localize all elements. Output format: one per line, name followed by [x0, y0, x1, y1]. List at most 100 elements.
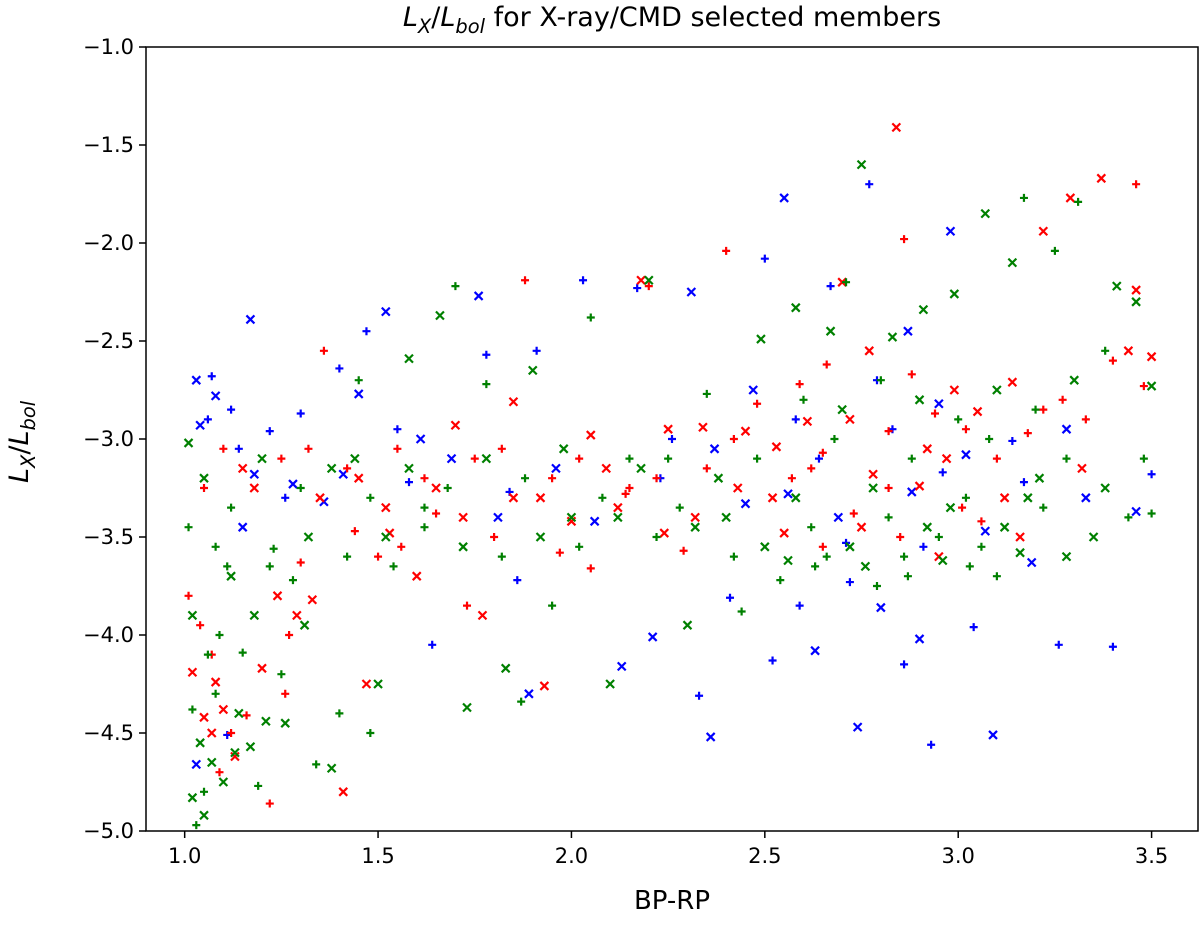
scatter-point-green [1050, 246, 1059, 255]
scatter-point-blue [852, 722, 863, 732]
scatter-point-blue [814, 454, 823, 463]
y-tick-label: −5.0 [83, 819, 134, 843]
scatter-point-red [555, 548, 564, 557]
scatter-point-blue [961, 449, 971, 460]
scatter-point-red [450, 420, 461, 431]
scatter-point-blue [405, 478, 413, 487]
scatter-point-red [539, 681, 550, 691]
scatter-point-green [937, 555, 948, 566]
scatter-point-green [934, 533, 943, 541]
scatter-point-red [884, 427, 893, 436]
title-rest: for X-ray/CMD selected members [493, 2, 942, 33]
title-lbol-sub: bol [455, 14, 486, 38]
scatter-point-green [435, 310, 445, 321]
scatter-point-red [575, 454, 584, 463]
scatter-point-red [586, 430, 596, 440]
scatter-point-green [234, 708, 244, 719]
scatter-point-red [1132, 180, 1141, 189]
scatter-point-green [1101, 346, 1110, 355]
scatter-point-green [458, 542, 468, 552]
scatter-point-green [903, 572, 912, 581]
scatter-point-red [458, 512, 468, 523]
scatter-point-green [876, 376, 885, 385]
x-tick-label: 3.5 [1135, 844, 1168, 868]
scatter-point-blue [281, 493, 290, 502]
scatter-point-green [945, 502, 956, 513]
scatter-point-red [1146, 351, 1157, 362]
scatter-point-green [261, 716, 271, 727]
scatter-point-green [756, 334, 766, 344]
scatter-point-green [753, 454, 762, 463]
scatter-point-green [799, 395, 808, 404]
scatter-point-green [1147, 509, 1156, 518]
scatter-point-green [1074, 197, 1083, 206]
scatter-point-blue [695, 691, 704, 700]
scatter-point-green [183, 438, 194, 448]
scatter-point-green [199, 810, 209, 821]
scatter-point-green [1146, 381, 1157, 391]
scatter-point-red [265, 799, 274, 808]
scatter-point-green [303, 532, 314, 542]
scatter-point-green [500, 663, 511, 674]
scatter-point-red [184, 591, 193, 600]
scatter-point-red [227, 729, 236, 737]
scatter-point-blue [191, 759, 202, 770]
scatter-point-green [187, 610, 198, 621]
scatter-point-green [451, 282, 460, 291]
scatter-point-red [210, 677, 221, 687]
scatter-point-blue [633, 284, 642, 293]
scatter-point-red [722, 246, 731, 255]
scatter-point-blue [1054, 640, 1063, 649]
scatter-point-red [508, 493, 519, 503]
scatter-point-red [242, 711, 251, 720]
scatter-point-red [702, 464, 711, 473]
scatter-point-red [636, 275, 646, 286]
scatter-point-red [884, 484, 893, 492]
scatter-point-red [285, 631, 294, 639]
scatter-point-green [1062, 454, 1071, 463]
x-tick-label: 1.0 [168, 844, 201, 868]
scatter-point-blue [513, 576, 522, 585]
scatter-point-red [199, 712, 209, 723]
scatter-point-red [463, 601, 472, 610]
scatter-point-blue [579, 276, 588, 285]
scatter-point-red [187, 667, 198, 678]
scatter-point-green [343, 552, 352, 561]
scatter-point-blue [779, 193, 789, 203]
scatter-point-red [1077, 463, 1087, 474]
scatter-point-red [868, 469, 878, 480]
scatter-point-green [729, 552, 738, 561]
scatter-point-blue [938, 468, 947, 477]
scatter-point-blue [493, 512, 503, 523]
scatter-point-blue [415, 434, 426, 444]
scatter-point-blue [1131, 506, 1141, 517]
scatter-point-green [965, 562, 974, 571]
scatter-point-green [462, 702, 472, 713]
scatter-point-green [914, 395, 925, 405]
scatter-point-green [783, 555, 793, 566]
title-slash: / [431, 2, 441, 33]
scatter-point-green [586, 313, 595, 322]
scatter-point-red [753, 399, 762, 408]
scatter-point-green [199, 473, 209, 483]
scatter-point-green [776, 576, 785, 585]
scatter-point-blue [1108, 642, 1117, 651]
scatter-point-green [713, 473, 724, 483]
scatter-point-green [1061, 551, 1072, 562]
scatter-point-green [845, 542, 855, 552]
scatter-point-blue [705, 732, 716, 742]
y-tick-label: −2.5 [83, 329, 134, 353]
scatter-point-blue [740, 498, 751, 509]
scatter-point-red [740, 426, 751, 436]
scatter-point-blue [381, 306, 391, 317]
scatter-point-green [652, 533, 661, 541]
scatter-point-red [1096, 173, 1107, 184]
scatter-point-green [598, 493, 607, 502]
scatter-point-green [257, 453, 267, 464]
scatter-point-blue [988, 730, 998, 740]
scatter-point-green [1069, 375, 1080, 385]
scatter-point-red [698, 422, 708, 433]
scatter-point-green [811, 562, 820, 571]
scatter-point-red [914, 481, 925, 491]
scatter-point-green [985, 435, 994, 443]
